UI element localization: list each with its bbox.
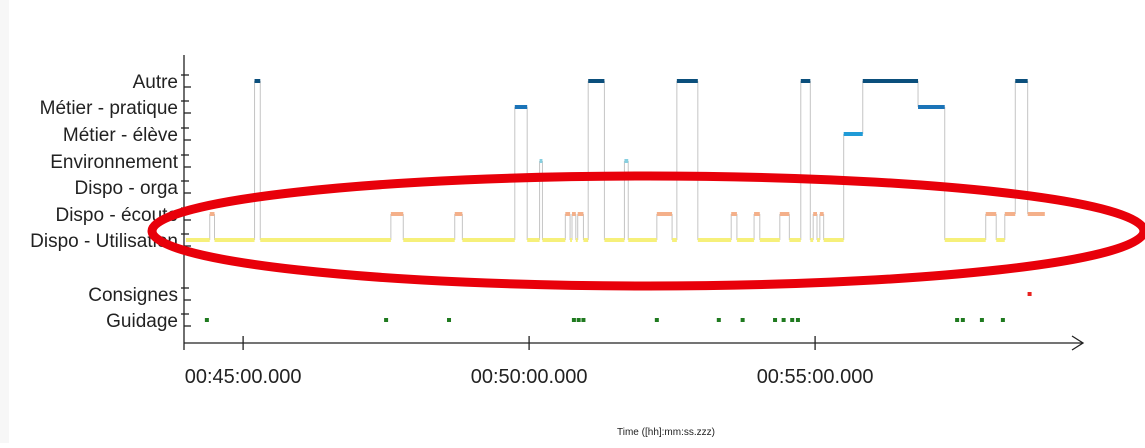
highlight-ellipse bbox=[147, 171, 1145, 291]
consigne-marker bbox=[1027, 292, 1032, 296]
guidage-marker bbox=[204, 318, 209, 322]
guidage-marker bbox=[654, 318, 659, 322]
guidage-marker bbox=[716, 318, 721, 322]
guidage-marker bbox=[960, 318, 965, 322]
x-tick-label: 00:45:00.000 bbox=[185, 366, 302, 388]
guidage-marker bbox=[979, 318, 984, 322]
category-labels: Autre Métier - pratique Métier - élève Envi… bbox=[30, 72, 191, 332]
guidage-marker bbox=[740, 318, 745, 322]
axes bbox=[183, 55, 1085, 351]
guidage-marker bbox=[581, 318, 586, 322]
category-label: Métier - pratique bbox=[40, 98, 178, 119]
category-label: Consignes bbox=[88, 285, 178, 306]
guidage-marker bbox=[447, 318, 452, 322]
event-markers bbox=[204, 292, 1032, 322]
transition-lines bbox=[209, 81, 1029, 240]
category-label: Guidage bbox=[106, 311, 178, 332]
category-label: Dispo - écoute bbox=[55, 205, 178, 226]
guidage-marker bbox=[781, 318, 786, 322]
state-segments bbox=[185, 79, 1045, 242]
guidage-marker bbox=[384, 318, 389, 322]
x-tick-label: 00:55:00.000 bbox=[757, 366, 874, 388]
x-axis-title: Time ([hh]:mm:ss.zzz) bbox=[617, 427, 715, 438]
window-edge bbox=[0, 0, 9, 443]
guidage-marker bbox=[795, 318, 800, 322]
category-label: Dispo - orga bbox=[75, 178, 179, 199]
category-label: Autre bbox=[133, 72, 178, 93]
x-tick-labels: 00:45:00.000 00:50:00.000 00:55:00.000 bbox=[185, 336, 874, 388]
x-axis-arrow bbox=[1071, 335, 1085, 351]
x-tick-label: 00:50:00.000 bbox=[471, 366, 588, 388]
category-label: Environnement bbox=[50, 152, 179, 173]
category-label: Métier - élève bbox=[63, 125, 178, 146]
guidage-marker bbox=[790, 318, 795, 322]
category-label: Dispo - Utilisation bbox=[30, 231, 178, 252]
guidage-marker bbox=[1000, 318, 1005, 322]
guidage-marker bbox=[955, 318, 960, 322]
guidage-marker bbox=[571, 318, 576, 322]
guidage-marker bbox=[576, 318, 581, 322]
guidage-marker bbox=[773, 318, 778, 322]
